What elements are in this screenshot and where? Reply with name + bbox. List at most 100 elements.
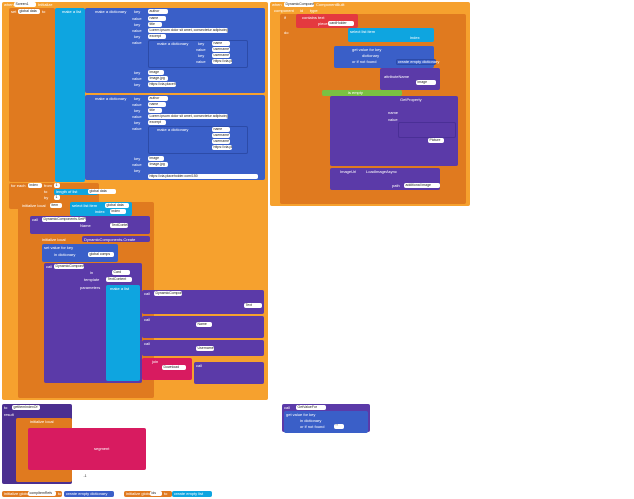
- d2-value-name[interactable]: name: [148, 102, 166, 107]
- d2-key-image[interactable]: image: [148, 156, 164, 161]
- call-label-1: call: [32, 217, 39, 222]
- b2-id-param: id: [300, 8, 304, 13]
- key-image-value[interactable]: image: [148, 70, 164, 75]
- attr-name-value[interactable]: TextContent: [110, 223, 128, 228]
- set-value-for-key[interactable]: [42, 244, 118, 262]
- key-label-2: key: [134, 22, 141, 27]
- d2-key-label-2: key: [134, 108, 141, 113]
- b2-select-list-item[interactable]: [348, 28, 434, 42]
- b5-create-empty-dict[interactable]: [64, 491, 114, 497]
- d2-nested-key-username[interactable]: username: [212, 139, 230, 144]
- set-global-block[interactable]: [9, 8, 55, 182]
- b2-index-label: index: [410, 35, 420, 40]
- d2-key-author[interactable]: author: [148, 96, 168, 101]
- d2-key-excerpt[interactable]: excerpt: [148, 120, 166, 125]
- b4-empty-text[interactable]: "": [334, 424, 344, 429]
- d2-value-url-long[interactable]: https://via.placeholder.com/150: [148, 174, 258, 179]
- call-label-2: call: [46, 264, 53, 269]
- param-getprop-2[interactable]: [142, 316, 264, 338]
- key-excerpt-value[interactable]: excerpt: [148, 34, 166, 39]
- value-label-3: value: [132, 40, 142, 45]
- d2-key-title[interactable]: title: [148, 108, 162, 113]
- length-of-list-block[interactable]: [54, 189, 98, 195]
- template-value[interactable]: TextContent: [106, 277, 132, 282]
- b3-minus-one[interactable]: -1: [82, 474, 92, 479]
- b2-getprop-nested[interactable]: [398, 122, 456, 138]
- d2-nested-value-username[interactable]: username: [212, 133, 230, 138]
- b3-result-label: result: [4, 412, 14, 417]
- value-lorem-text[interactable]: Lorem ipsum dolor sit amet, consectetur …: [148, 28, 228, 33]
- d2-value-image[interactable]: Image.jpg: [148, 162, 168, 167]
- b2-getprop-1[interactable]: [380, 68, 440, 90]
- key-label: key: [134, 9, 141, 14]
- template-label: template: [84, 277, 100, 282]
- b2-picture-prop[interactable]: Picture: [428, 138, 444, 143]
- item-var[interactable]: item: [50, 203, 62, 208]
- value-image-file[interactable]: Image.jpg: [148, 76, 168, 81]
- b4-gvfk[interactable]: [284, 411, 368, 433]
- param-method-1[interactable]: DynamicComponents.SetProperty: [154, 291, 182, 296]
- d2-nested-key-name[interactable]: name: [212, 127, 230, 132]
- b5-var-ids[interactable]: ids: [150, 491, 162, 496]
- b5-var-compitemrefs[interactable]: compItemRefs: [28, 491, 56, 496]
- event-name: Initialize: [38, 2, 53, 7]
- param-username[interactable]: Username: [196, 346, 214, 351]
- get-global-data-2[interactable]: global data: [105, 203, 129, 208]
- d2-value-lorem[interactable]: Lorem ipsum dolor sit amet, consectetur …: [148, 114, 228, 119]
- global-ids[interactable]: [124, 491, 172, 497]
- b2-imageurl-label: ImageUrl: [340, 169, 357, 174]
- param-text-1[interactable]: Text: [244, 303, 262, 308]
- comp-set-prop-method[interactable]: DynamicComponents.SetProperty: [42, 217, 86, 222]
- card-panel[interactable]: Card: [112, 270, 130, 275]
- b2-create-empty-dict[interactable]: [396, 59, 436, 65]
- get-index-1[interactable]: index: [110, 209, 126, 214]
- download-text[interactable]: Download: [162, 365, 186, 370]
- b4-in-dict: in dictionary: [300, 418, 322, 423]
- b2-type-param: type: [310, 8, 318, 13]
- b3-procedure-name[interactable]: getItemIndexOf: [12, 405, 40, 410]
- dyn-comp-create[interactable]: DynamicComponents.Create: [54, 264, 84, 269]
- to-label: to: [42, 9, 46, 14]
- make-dict-label-1: make a dictionary: [95, 9, 127, 14]
- nested-value-label: value: [196, 47, 206, 52]
- from-one[interactable]: 1: [54, 183, 60, 188]
- value-label-2: value: [132, 28, 142, 33]
- d2-value-label: value: [132, 102, 142, 107]
- b3-init-label: initialize local: [30, 419, 54, 424]
- key-title-value[interactable]: title: [148, 22, 162, 27]
- b2-image-text[interactable]: image: [416, 80, 436, 85]
- value-name-text[interactable]: name: [148, 16, 166, 21]
- param-getprop-4[interactable]: [194, 362, 264, 384]
- set-label: set: [11, 9, 17, 14]
- nested-value-image[interactable]: https://via.placeholder.com/150: [212, 59, 232, 64]
- nested-key-name[interactable]: name: [212, 41, 230, 46]
- component-dropdown[interactable]: Screen1: [14, 2, 36, 7]
- key-image-url[interactable]: https://via.placeholder.com/150: [148, 82, 176, 87]
- b2-additional[interactable]: additional image: [404, 183, 440, 188]
- get-global-data-1[interactable]: global data: [88, 189, 116, 194]
- d2-nested-value-image[interactable]: https://via.placeholder.com/150: [212, 145, 232, 150]
- b2-is-empty[interactable]: [322, 90, 402, 96]
- create-dynamic[interactable]: [82, 236, 150, 242]
- b4-method[interactable]: GetValueFor: [296, 405, 326, 410]
- b2-event-name: ComponentBuilt: [316, 2, 345, 7]
- nested-key-username[interactable]: username: [212, 53, 230, 58]
- d2-key-label-5: key: [134, 168, 141, 173]
- param-name[interactable]: Name: [196, 322, 212, 327]
- b4-or-not-found: or if not found: [300, 424, 325, 429]
- in-kw-label: in: [90, 270, 94, 275]
- global-data-dropdown[interactable]: global data: [18, 9, 40, 14]
- make-list-block[interactable]: [55, 8, 85, 182]
- params-make-list[interactable]: [106, 285, 140, 381]
- key-author-value[interactable]: author: [148, 9, 168, 14]
- b3-loop[interactable]: [28, 428, 146, 470]
- get-global-comps[interactable]: global comps: [88, 252, 114, 257]
- b5-create-empty-list[interactable]: [172, 491, 212, 497]
- index-var[interactable]: index: [28, 183, 42, 188]
- by-one[interactable]: 1: [54, 195, 60, 200]
- nested-value-username[interactable]: username: [212, 47, 230, 52]
- b2-cardholder[interactable]: cardHolder: [328, 21, 354, 26]
- b2-component-dropdown[interactable]: DynamicComponents: [284, 2, 314, 7]
- param-call-1: call: [144, 291, 151, 296]
- b2-load-label: LoadImageAsync: [366, 169, 397, 174]
